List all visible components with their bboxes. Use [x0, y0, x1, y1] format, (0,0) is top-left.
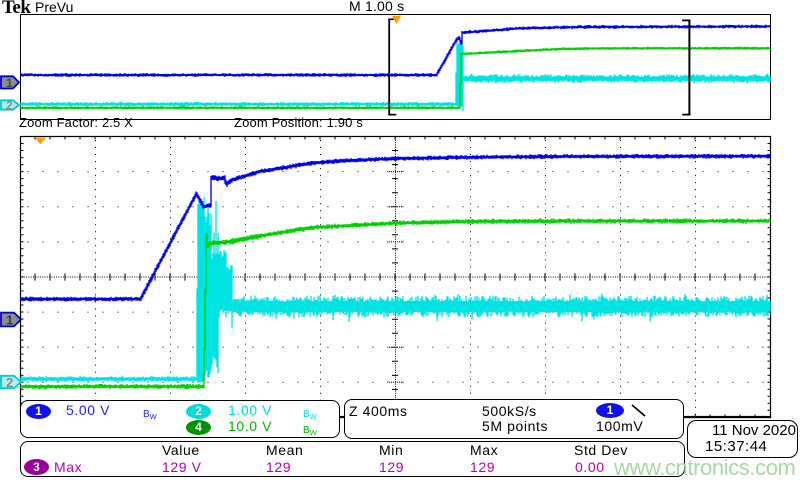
svg-text:2: 2	[6, 375, 13, 390]
svg-text:1: 1	[6, 313, 13, 328]
svg-text:1: 1	[6, 76, 13, 90]
svg-text:2: 2	[6, 99, 13, 113]
